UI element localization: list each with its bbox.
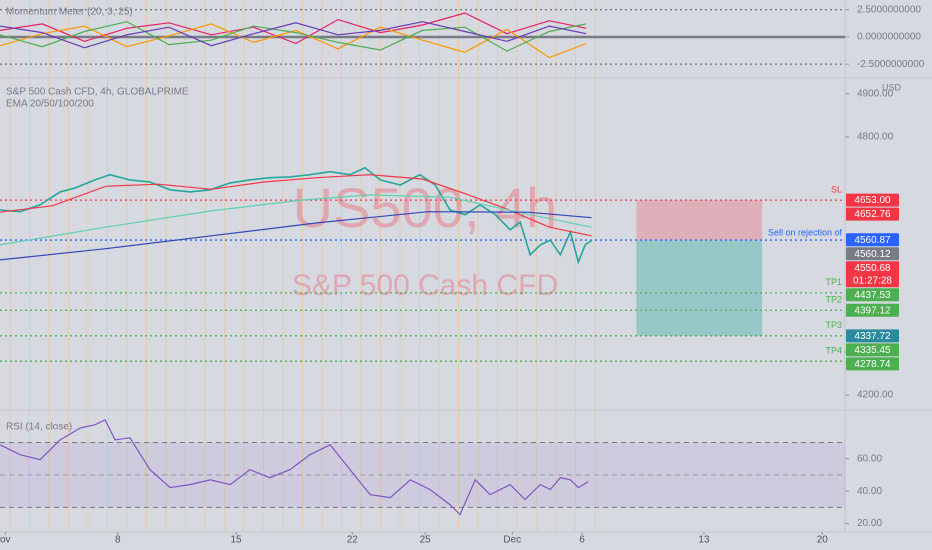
x-tick-label: 25 bbox=[420, 535, 432, 546]
price-tag bbox=[846, 193, 899, 207]
y-tick-label: 0.0000000000 bbox=[857, 32, 921, 43]
series-line bbox=[0, 21, 587, 52]
price-tag-label: 4278.74 bbox=[854, 359, 891, 370]
price-tag bbox=[846, 247, 899, 261]
price-tag bbox=[846, 357, 899, 371]
level-label: TP3 bbox=[825, 320, 842, 330]
price-tag-label: 4397.12 bbox=[854, 305, 891, 316]
series-line bbox=[0, 174, 592, 237]
watermark: US500, 4h bbox=[293, 176, 558, 239]
y-tick-label: 20.00 bbox=[857, 518, 882, 529]
price-tag-label: 4652.76 bbox=[854, 209, 891, 220]
pane-title: S&P 500 Cash CFD, 4h, GLOBALPRIME bbox=[6, 87, 189, 98]
series-line bbox=[0, 23, 587, 59]
series-line bbox=[0, 194, 592, 246]
pane-title: RSI (14, close) bbox=[6, 422, 72, 433]
currency-label: USD bbox=[882, 82, 902, 92]
y-tick-label: 40.00 bbox=[857, 486, 882, 497]
x-tick-label: 6 bbox=[579, 535, 585, 546]
y-tick-label: -2.5000000000 bbox=[857, 59, 925, 70]
watermark-subtitle: S&P 500 Cash CFD bbox=[292, 269, 558, 302]
price-tag bbox=[846, 233, 899, 247]
x-tick-label: 20 bbox=[817, 535, 829, 546]
countdown: 01:27:28 bbox=[853, 275, 892, 286]
price-tag bbox=[846, 303, 899, 317]
stop-zone bbox=[636, 200, 763, 241]
price-tag bbox=[846, 329, 899, 343]
price-tag-label: 4550.68 bbox=[854, 263, 891, 274]
y-tick-label: 2.5000000000 bbox=[857, 4, 921, 15]
pane-title: Momentum Meter (20, 3, 25) bbox=[6, 7, 133, 18]
y-tick-label: 60.00 bbox=[857, 453, 882, 464]
price-tag-label: 4437.53 bbox=[854, 290, 891, 301]
price-tag bbox=[846, 288, 899, 302]
series-line bbox=[0, 12, 587, 45]
x-tick-label: 22 bbox=[347, 535, 359, 546]
price-tag bbox=[846, 261, 899, 288]
price-tag-label: 4653.00 bbox=[854, 195, 891, 206]
series-line bbox=[0, 419, 589, 516]
y-tick-label: 4900.00 bbox=[857, 88, 894, 99]
price-tag-label: 4337.72 bbox=[854, 331, 891, 342]
price-tag bbox=[846, 343, 899, 357]
x-tick-label: Dec bbox=[503, 535, 521, 546]
x-tick-label: 13 bbox=[698, 535, 710, 546]
series-line bbox=[0, 211, 592, 261]
level-label: TP2 bbox=[825, 295, 842, 305]
price-tag-label: 4560.87 bbox=[854, 235, 891, 246]
x-tick-label: ov bbox=[0, 535, 11, 546]
series-line bbox=[0, 166, 593, 265]
x-tick-label: 15 bbox=[231, 535, 243, 546]
price-tag-label: 4560.12 bbox=[854, 249, 891, 260]
series-line bbox=[0, 21, 587, 49]
y-tick-label: 4200.00 bbox=[857, 390, 894, 401]
target-zone bbox=[636, 240, 763, 336]
pane-subtitle: EMA 20/50/100/200 bbox=[6, 99, 94, 110]
x-tick-label: 8 bbox=[115, 535, 121, 546]
y-tick-label: 4800.00 bbox=[857, 131, 894, 142]
annotation: Sell on rejection of bbox=[768, 227, 843, 237]
level-label: TP4 bbox=[825, 346, 842, 356]
level-label: TP1 bbox=[825, 277, 842, 287]
price-tag bbox=[846, 207, 899, 221]
level-label: SL bbox=[831, 184, 842, 194]
price-tag-label: 4335.45 bbox=[854, 345, 891, 356]
